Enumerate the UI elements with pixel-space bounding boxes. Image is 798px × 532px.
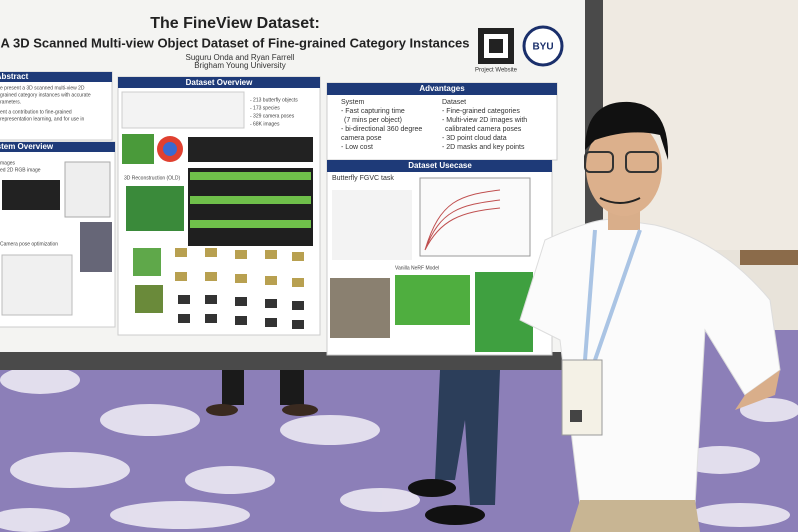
text-block bbox=[332, 190, 412, 260]
image-grid bbox=[188, 168, 313, 246]
advantage-heading: Dataset bbox=[442, 99, 466, 106]
panel-header bbox=[327, 160, 552, 172]
poster-subtitle: A 3D Scanned Multi-view Object Dataset o… bbox=[0, 35, 469, 50]
advantage-line: - Low cost bbox=[341, 144, 373, 151]
advantage-line: - Fast capturing time bbox=[341, 108, 405, 115]
overview-line: ed 2D RGB image bbox=[0, 167, 41, 173]
nerf-label: Vanilla NeRF Model bbox=[395, 265, 439, 271]
image bbox=[133, 248, 161, 276]
image bbox=[135, 285, 163, 313]
section-heading: Dataset Usecase bbox=[408, 161, 472, 170]
beard bbox=[599, 197, 641, 204]
panel bbox=[0, 71, 113, 141]
advantage-heading: System bbox=[341, 99, 365, 106]
poster-title: The FineView Dataset: bbox=[150, 15, 320, 32]
stat: - 68K images bbox=[250, 121, 280, 127]
overview-line: mages bbox=[0, 160, 16, 166]
advantage-line: - Multi-view 2D images with bbox=[442, 117, 527, 124]
plot-lines bbox=[424, 189, 501, 251]
panel-header bbox=[0, 72, 112, 82]
affiliation: Brigham Young University bbox=[194, 61, 286, 70]
section-heading: Abstract bbox=[0, 72, 29, 81]
abstract-line: e present a 3D scanned multi-view 2D bbox=[0, 85, 85, 91]
badge bbox=[561, 359, 603, 436]
face bbox=[586, 120, 662, 216]
abstract-line: grained category instances with accurate bbox=[0, 92, 91, 98]
panel bbox=[326, 82, 558, 161]
advantage-line: calibrated camera poses bbox=[445, 126, 522, 133]
advantage-line: (7 mins per object) bbox=[344, 117, 402, 124]
stat: - 173 species bbox=[250, 105, 280, 111]
plot bbox=[419, 177, 531, 257]
image-grid bbox=[330, 278, 390, 338]
image bbox=[163, 142, 177, 156]
section-heading: Advantages bbox=[419, 84, 465, 93]
sandal bbox=[206, 404, 238, 416]
panel-header bbox=[327, 83, 557, 95]
advantage-line: - 3D point cloud data bbox=[442, 135, 507, 142]
shoe bbox=[425, 505, 485, 525]
image-strip bbox=[188, 137, 313, 162]
glasses bbox=[584, 151, 614, 173]
advantage-line: - Fine-grained categories bbox=[442, 108, 520, 115]
butterflies bbox=[178, 295, 304, 329]
image-grid bbox=[395, 275, 470, 325]
image-grid-green bbox=[190, 172, 311, 228]
badge-qr bbox=[570, 410, 582, 422]
advantage-line: camera pose bbox=[341, 135, 382, 142]
advantage-line: - 2D masks and key points bbox=[442, 144, 525, 151]
qr-code bbox=[489, 39, 503, 53]
panel-header bbox=[118, 77, 320, 88]
arm bbox=[735, 370, 780, 410]
jeans bbox=[435, 370, 500, 505]
image bbox=[80, 222, 112, 272]
overview-line: Camera pose optimization bbox=[0, 241, 58, 247]
glasses bbox=[625, 151, 659, 173]
abstract-line: representation learning, and for use in bbox=[0, 116, 84, 122]
section-heading: Dataset Overview bbox=[186, 78, 253, 87]
stat: - 213 butterfly objects bbox=[250, 97, 298, 103]
section-heading: System Overview bbox=[0, 142, 54, 151]
abstract-line: rameters. bbox=[0, 99, 21, 105]
diagram bbox=[64, 161, 111, 218]
usecase-task: Butterfly FGVC task bbox=[332, 175, 394, 182]
rail bbox=[740, 250, 798, 265]
qr-caption: Project Website bbox=[475, 68, 518, 74]
abstract-line: ent a contribution to fine-grained bbox=[0, 109, 72, 115]
diagram bbox=[1, 254, 73, 316]
stat: - 329 camera poses bbox=[250, 113, 295, 119]
advantage-line: - bi-directional 360 degree bbox=[341, 126, 422, 133]
image bbox=[122, 134, 154, 164]
logo bbox=[522, 25, 564, 67]
lanyard bbox=[583, 229, 642, 361]
image bbox=[2, 180, 60, 210]
table bbox=[121, 91, 245, 129]
logo-text: BYU bbox=[532, 42, 553, 53]
pants bbox=[570, 500, 700, 532]
panel-header bbox=[0, 142, 115, 152]
hair bbox=[585, 101, 669, 160]
image bbox=[126, 186, 184, 231]
butterflies bbox=[175, 248, 304, 287]
authors: Suguru Onda and Ryan Farrell bbox=[186, 53, 295, 62]
sandal bbox=[282, 404, 318, 416]
carpet-pattern bbox=[0, 352, 798, 532]
shoe bbox=[408, 479, 456, 497]
reconstruction-label: 3D Reconstruction (OLD) bbox=[124, 175, 180, 181]
